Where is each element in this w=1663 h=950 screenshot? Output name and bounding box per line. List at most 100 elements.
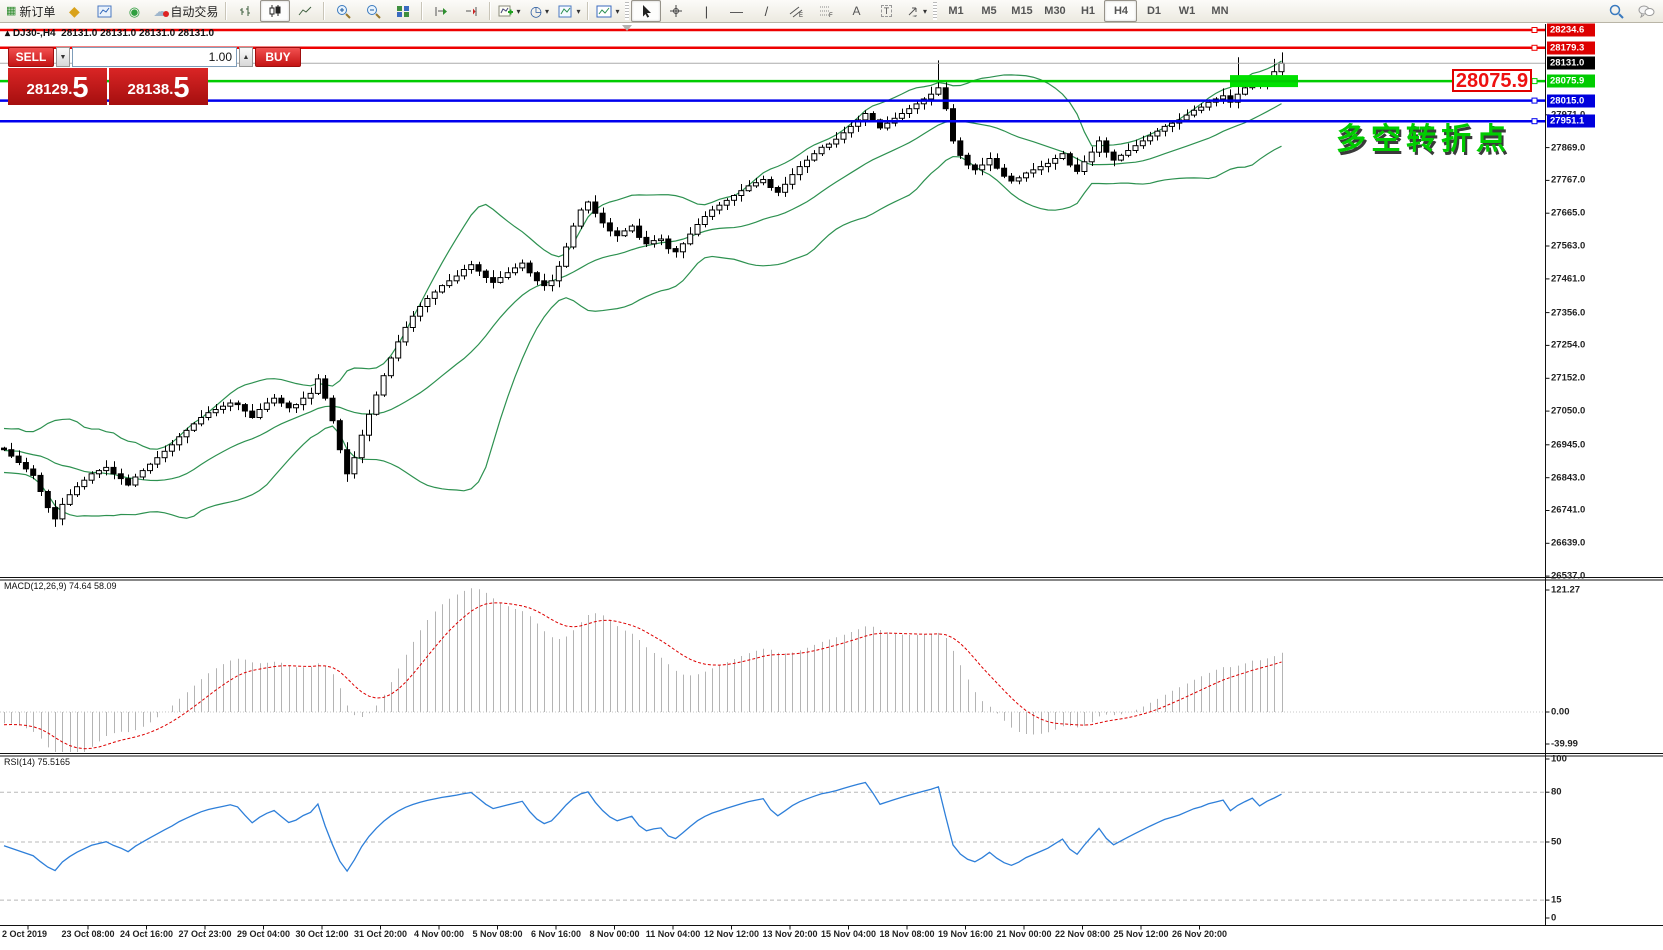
template-icon: [558, 5, 572, 17]
history-center-icon: ◆: [69, 2, 80, 19]
time-axis-label: 30 Oct 12:00: [295, 929, 349, 939]
zoom-out-button[interactable]: [358, 0, 388, 22]
signals-button[interactable]: ◉: [119, 0, 149, 22]
one-click-trading-panel: SELL ▼ ▲ BUY 28129.5 28138.5: [8, 47, 301, 105]
zoom-out-icon: [366, 4, 381, 19]
chart-shift-icon: [466, 6, 477, 16]
volume-input[interactable]: [72, 47, 237, 67]
price-callout[interactable]: 28075.9: [1452, 69, 1532, 92]
signal-icon: ◉: [128, 3, 141, 19]
crosshair-tool-button[interactable]: [661, 0, 691, 22]
price-axis-label: 27461.0: [1551, 273, 1586, 285]
search-button[interactable]: [1601, 0, 1631, 22]
macd-axis-zero: 0.00: [1551, 706, 1570, 718]
text-label-tool-button[interactable]: T: [871, 0, 901, 22]
zoom-in-button[interactable]: [328, 0, 358, 22]
buy-price-tile[interactable]: 28138. 5: [109, 68, 208, 105]
toolbar-separator: [421, 2, 424, 20]
sell-button[interactable]: SELL: [8, 47, 54, 67]
new-chart-button[interactable]: ▾: [494, 0, 524, 22]
time-axis-label: 22 Nov 08:00: [1054, 929, 1111, 939]
price-axis-label: 27152.0: [1551, 372, 1586, 384]
horizontal-line-icon: —: [729, 3, 743, 19]
horizontal-line-tool-button[interactable]: —: [721, 0, 751, 22]
cursor-icon: [642, 5, 651, 18]
volume-increase-button[interactable]: ▲: [239, 47, 253, 67]
toolbar-separator: [225, 2, 228, 20]
arrows-tool-button[interactable]: ▾: [901, 0, 931, 22]
indicators-button[interactable]: ▾: [592, 0, 623, 22]
timeframe-button-H4[interactable]: H4: [1104, 0, 1138, 22]
dropdown-caret: ▾: [615, 6, 620, 16]
tile-windows-button[interactable]: [388, 0, 418, 22]
price-axis-label: 27563.0: [1551, 240, 1586, 252]
arrows-icon: [908, 7, 917, 17]
chart-window-icon: [97, 5, 112, 17]
trendline-icon: /: [764, 3, 769, 19]
periods-button[interactable]: ◷ ▾: [524, 0, 554, 22]
timeframe-button-M5[interactable]: M5: [981, 5, 997, 17]
turning-point-annotation[interactable]: 多空转折点: [1336, 123, 1511, 156]
timeframe-button-M30[interactable]: M30: [1044, 5, 1066, 17]
fibonacci-tool-button[interactable]: F: [811, 0, 841, 22]
text-tool-button[interactable]: A: [841, 0, 871, 22]
channel-tool-button[interactable]: E: [781, 0, 811, 22]
price-axis-label: 27869.0: [1551, 142, 1586, 154]
timeframe-button-M15[interactable]: M15: [1011, 5, 1033, 17]
rsi-level-label: 50: [1551, 836, 1562, 848]
price-line-tag: 28234.6: [1547, 23, 1595, 37]
svg-text:E: E: [799, 13, 803, 18]
timeframe-button-MN[interactable]: MN: [1211, 5, 1229, 17]
price-line-tag: 28131.0: [1547, 56, 1595, 70]
time-axis-label: 18 Nov 08:00: [879, 929, 935, 939]
candlestick-icon: [269, 5, 281, 17]
history-center-button[interactable]: ◆: [59, 0, 89, 22]
trendline-tool-button[interactable]: /: [751, 0, 781, 22]
time-axis-label: 6 Nov 16:00: [530, 929, 582, 939]
chart-shift-marker[interactable]: [622, 25, 632, 31]
dropdown-caret: ▾: [576, 6, 581, 16]
time-axis-label: 27 Oct 23:00: [178, 929, 232, 939]
dropdown-caret: ▾: [922, 6, 927, 16]
time-axis-label: 31 Oct 20:00: [353, 929, 408, 939]
chart-symbol-header: ▴ DJ30-,H4 28131.0 28131.0 28131.0 28131…: [5, 28, 215, 39]
price-line-tag: 28179.3: [1547, 41, 1595, 55]
auto-scroll-icon: [435, 6, 448, 16]
autotrading-button[interactable]: ☁ 自动交易: [149, 0, 222, 22]
macd-label: MACD(12,26,9) 74.64 58.09: [4, 581, 117, 591]
cursor-tool-button[interactable]: [631, 0, 662, 22]
line-chart-icon: [299, 6, 312, 16]
timeframe-button-H1[interactable]: H1: [1080, 5, 1096, 17]
sell-price: 28129.: [26, 81, 73, 98]
price-line-tag: 28075.9: [1547, 74, 1595, 88]
auto-scroll-button[interactable]: [426, 0, 456, 22]
chart-shift-button[interactable]: [456, 0, 486, 22]
price-axis-label: 26741.0: [1551, 504, 1586, 516]
line-chart-type-button[interactable]: [290, 0, 320, 22]
rsi-level-label: 80: [1551, 786, 1562, 798]
timeframe-button-M1[interactable]: M1: [948, 5, 964, 17]
timeframe-button-D1[interactable]: D1: [1146, 5, 1162, 17]
templates-button[interactable]: ▾: [554, 0, 584, 22]
buy-button[interactable]: BUY: [255, 47, 301, 67]
timeframe-button-W1[interactable]: W1: [1178, 5, 1196, 17]
volume-decrease-button[interactable]: ▼: [56, 47, 70, 67]
new-order-button[interactable]: ▦ 新订单: [2, 0, 59, 22]
charts-window-button[interactable]: [89, 0, 119, 22]
chat-icon: [1638, 5, 1654, 18]
sell-price-tile[interactable]: 28129. 5: [8, 68, 107, 105]
zoom-in-icon: [336, 4, 351, 19]
toolbar-separator: [489, 2, 492, 20]
price-line-tag: 28015.0: [1547, 94, 1595, 108]
rsi-axis-top: 100: [1551, 753, 1567, 765]
rsi-level-label: 15: [1551, 894, 1562, 906]
price-axis-label: 26537.0: [1551, 570, 1586, 582]
time-axis-label: 29 Oct 04:00: [236, 929, 291, 939]
bar-chart-type-button[interactable]: [230, 0, 260, 22]
candlestick-chart-type-button[interactable]: [260, 0, 291, 22]
chat-button[interactable]: [1631, 0, 1661, 22]
vertical-line-tool-button[interactable]: |: [691, 0, 721, 22]
expand-arrow-icon[interactable]: ▴: [5, 28, 11, 39]
